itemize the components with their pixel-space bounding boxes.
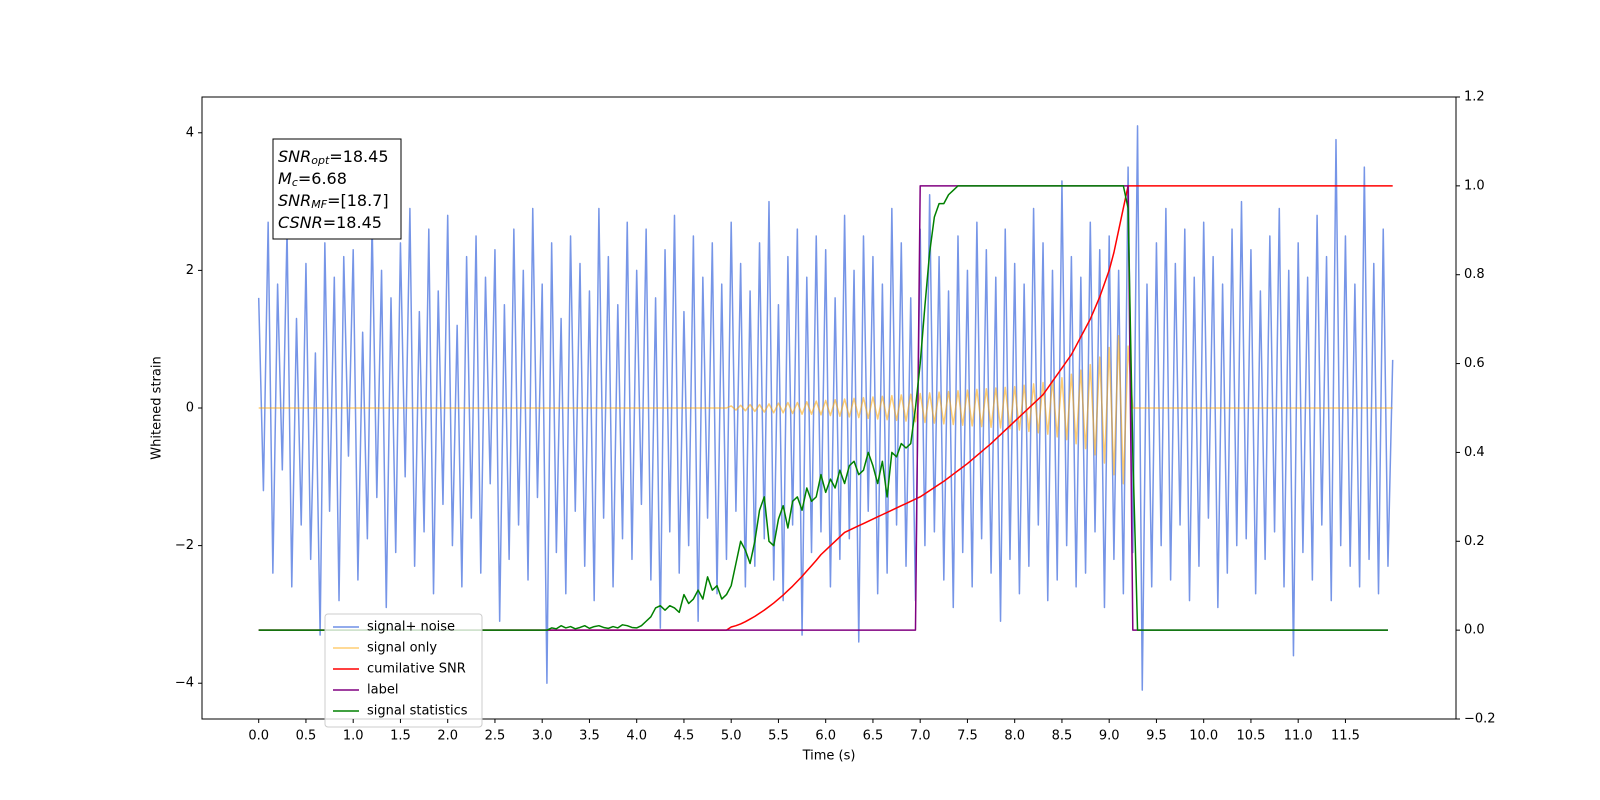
legend-label: signal statistics <box>367 704 468 719</box>
y-tick-label: −2 <box>175 538 194 553</box>
legend-label: label <box>367 683 398 698</box>
x-tick-label: 8.0 <box>1004 729 1025 744</box>
legend-label: signal+ noise <box>367 620 455 635</box>
y2-tick-label: 1.0 <box>1464 178 1485 193</box>
x-tick-label: 5.0 <box>721 729 742 744</box>
annotation-subscript: opt <box>311 154 330 167</box>
annotation-symbol: SNR <box>278 191 311 210</box>
annotation-symbol: M <box>278 169 292 188</box>
x-axis-label: Time (s) <box>802 749 856 764</box>
annotation-frame <box>272 138 402 240</box>
x-tick-label: 4.0 <box>626 729 647 744</box>
x-tick-label: 6.0 <box>815 729 836 744</box>
y-tick-label: 2 <box>186 263 194 278</box>
annotation-value: =18.45 <box>329 147 388 166</box>
y2-tick-label: 0.0 <box>1464 623 1485 638</box>
y-tick-label: −4 <box>175 676 194 691</box>
y2-tick-label: 0.4 <box>1464 445 1485 460</box>
x-tick-label: 10.0 <box>1189 729 1218 744</box>
annotation-line: Mc=6.68 <box>278 169 347 190</box>
series-line <box>258 335 1393 485</box>
annotation-value: =[18.7] <box>327 191 389 210</box>
annotation-symbol: CSNR <box>278 213 323 232</box>
y-tick-label: 4 <box>186 125 194 140</box>
annotation-symbol: SNR <box>278 147 311 166</box>
x-tick-label: 1.0 <box>343 729 364 744</box>
x-tick-label: 0.5 <box>296 729 317 744</box>
x-tick-label: 4.5 <box>674 729 695 744</box>
x-tick-label: 9.0 <box>1099 729 1120 744</box>
x-tick-label: 9.5 <box>1146 729 1167 744</box>
legend-label: cumilative SNR <box>367 662 466 677</box>
y-tick-label: 0 <box>186 401 194 416</box>
y2-tick-label: −0.2 <box>1464 712 1496 727</box>
y2-tick-label: 0.2 <box>1464 534 1485 549</box>
x-tick-label: 3.5 <box>579 729 600 744</box>
annotation-subscript: MF <box>311 198 327 211</box>
legend-label: signal only <box>367 641 437 656</box>
y2-tick-label: 1.2 <box>1464 90 1485 105</box>
annotation-line: CSNR=18.45 <box>278 213 382 232</box>
annotation-line: SNRopt=18.45 <box>278 147 389 168</box>
annotation-value: =18.45 <box>323 213 382 232</box>
x-tick-label: 10.5 <box>1236 729 1265 744</box>
x-tick-label: 11.0 <box>1284 729 1313 744</box>
legend: signal+ noise signal only cumilative SNR la… <box>324 613 483 728</box>
y2-tick-label: 0.6 <box>1464 356 1485 371</box>
x-tick-label: 7.0 <box>910 729 931 744</box>
x-tick-label: 6.5 <box>863 729 884 744</box>
y2-tick-label: 0.8 <box>1464 267 1485 282</box>
x-tick-label: 2.0 <box>437 729 458 744</box>
x-tick-label: 8.5 <box>1052 729 1073 744</box>
series-line <box>257 125 1394 691</box>
x-tick-label: 11.5 <box>1331 729 1360 744</box>
x-tick-label: 0.0 <box>248 729 269 744</box>
x-tick-label: 7.5 <box>957 729 978 744</box>
x-tick-label: 3.0 <box>532 729 553 744</box>
legend-frame <box>324 613 483 728</box>
x-tick-label: 2.5 <box>485 729 506 744</box>
y-axis-label: Whitened strain <box>150 356 165 459</box>
annotation-box: SNRopt=18.45Mc=6.68SNRMF=[18.7]CSNR=18.4… <box>272 138 402 240</box>
annotation-line: SNRMF=[18.7] <box>278 191 389 212</box>
x-tick-label: 5.5 <box>768 729 789 744</box>
annotation-value: =6.68 <box>298 169 347 188</box>
annotation-subscript: c <box>292 176 298 189</box>
plot-area <box>257 125 1394 691</box>
x-tick-label: 1.5 <box>390 729 411 744</box>
